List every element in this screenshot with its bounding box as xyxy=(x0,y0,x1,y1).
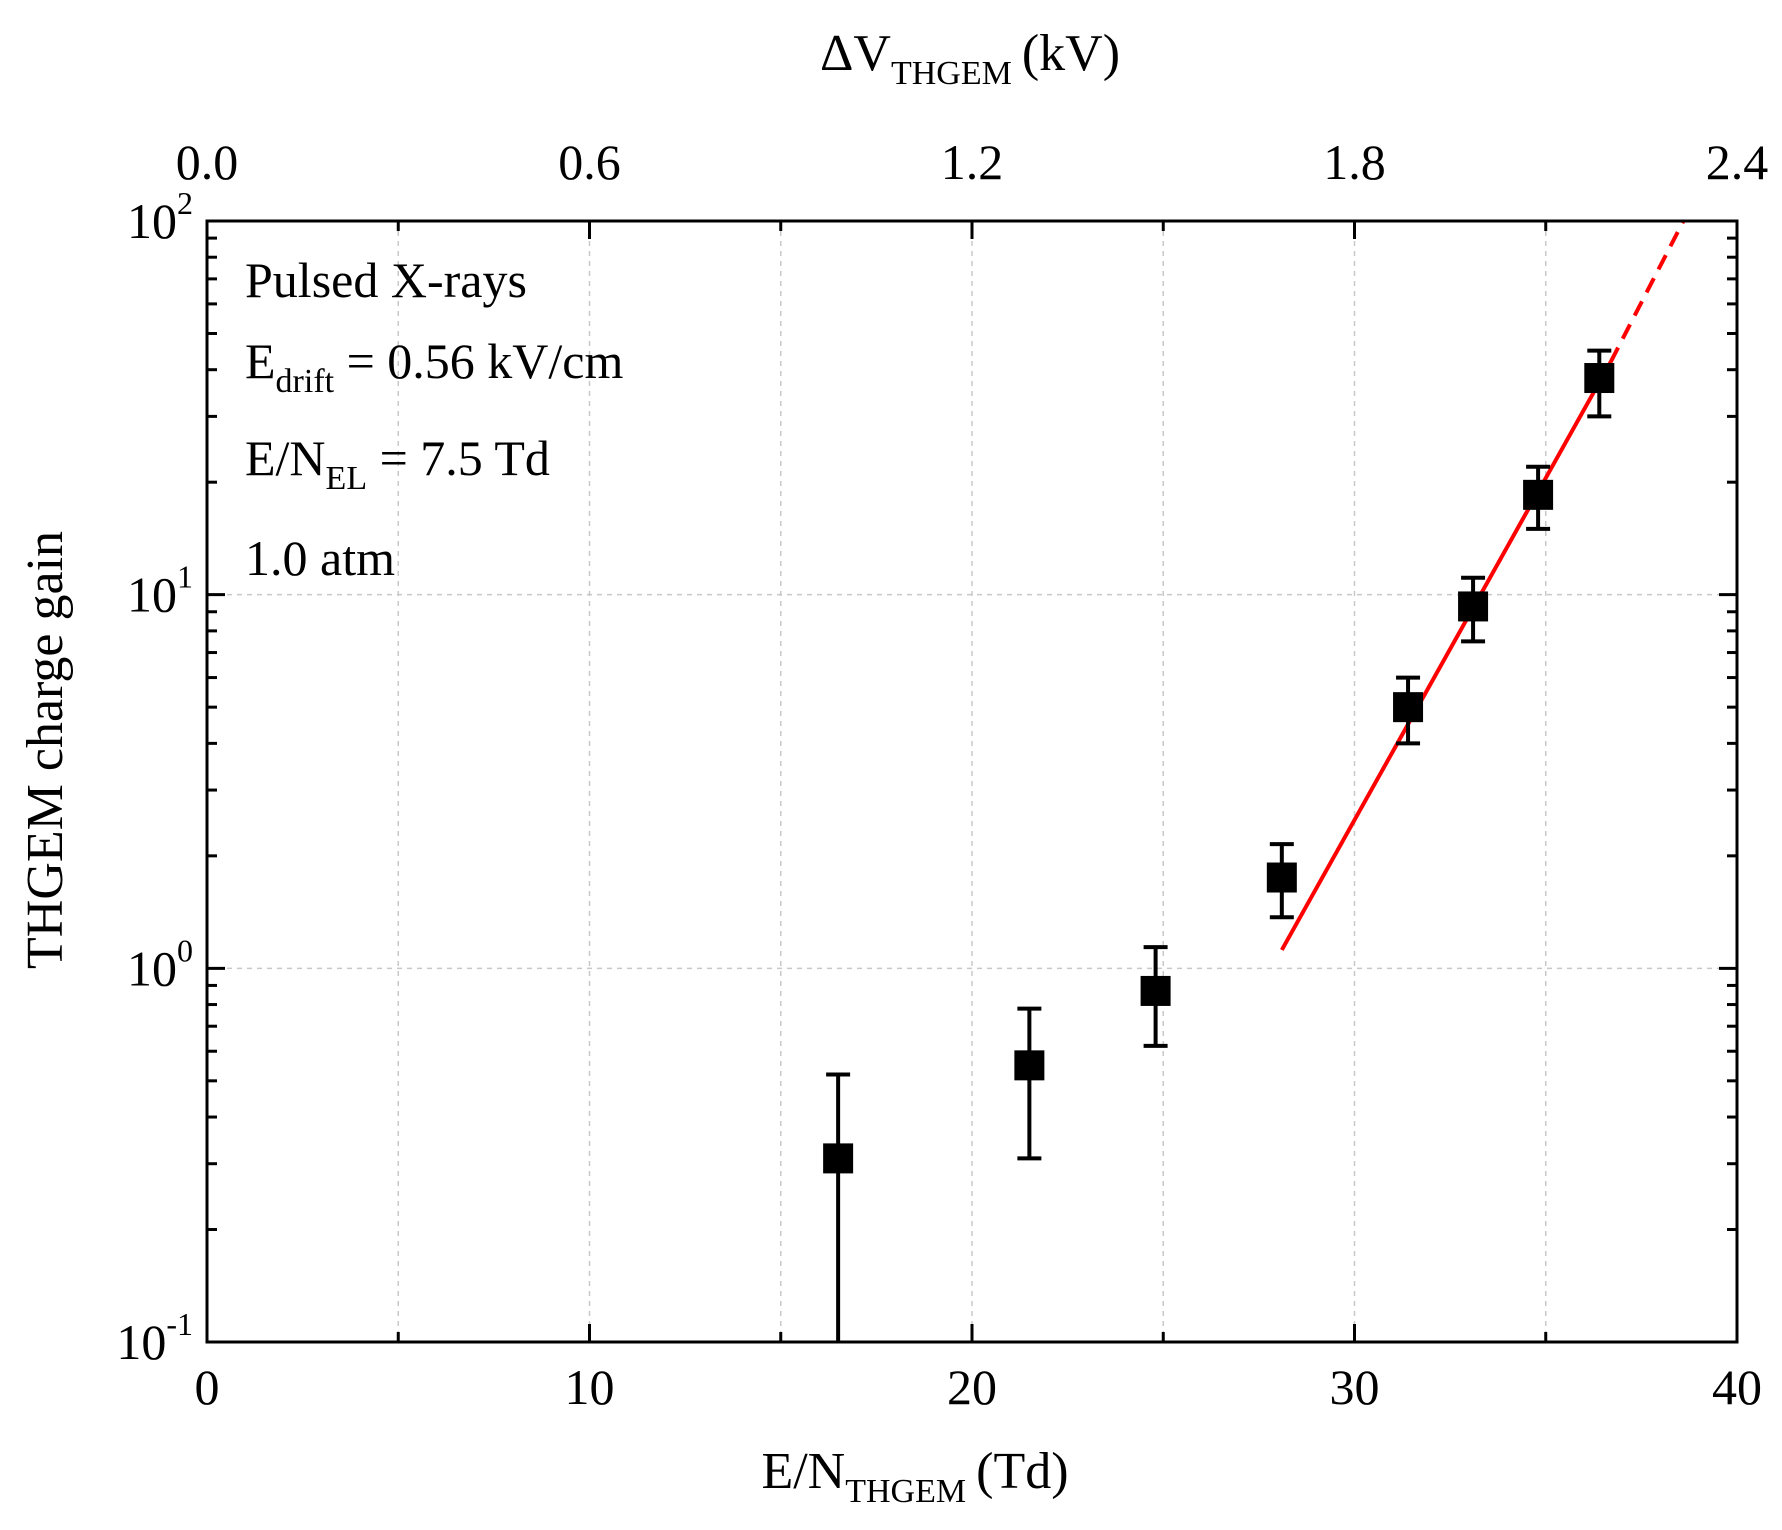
annotation-line: 1.0 atm xyxy=(245,530,395,586)
data-point xyxy=(1140,975,1171,1006)
y-tick-label: 101 xyxy=(127,559,193,623)
fit-line-solid xyxy=(1280,360,1613,951)
x-tick-label: 30 xyxy=(1330,1359,1380,1415)
data-point xyxy=(1266,862,1297,893)
x2-tick-label: 0.0 xyxy=(176,134,239,190)
x-tick-label: 10 xyxy=(565,1359,615,1415)
data-point xyxy=(1393,692,1424,723)
x-axis-title: E/NTHGEM (Td) xyxy=(761,1443,1068,1510)
annotation-box: Pulsed X-rays Edrift = 0.56 kV/cm E/NEL … xyxy=(245,252,623,586)
x-tick-label: 40 xyxy=(1712,1359,1762,1415)
x2-tick-label: 2.4 xyxy=(1706,134,1769,190)
data-points xyxy=(823,348,1615,1342)
annotation-line: Edrift = 0.56 kV/cm xyxy=(245,333,623,400)
x-tick-label: 0 xyxy=(195,1359,220,1415)
x2-tick-label: 1.8 xyxy=(1323,134,1386,190)
annotation-line: Pulsed X-rays xyxy=(245,252,527,308)
x2-tick-label: 1.2 xyxy=(941,134,1004,190)
grid-lines xyxy=(207,221,1737,1342)
data-point xyxy=(1014,1050,1045,1081)
y-axis-title: THGEM charge gain xyxy=(17,531,74,969)
y-tick-label: 102 xyxy=(127,185,193,249)
y-tick-label: 100 xyxy=(127,932,193,996)
annotation-line: E/NEL = 7.5 Td xyxy=(245,430,550,497)
data-point xyxy=(823,1143,854,1174)
axis-ticks xyxy=(205,219,1739,1344)
y-tick-label: 10-1 xyxy=(116,1306,193,1370)
data-point xyxy=(1523,479,1554,510)
data-point xyxy=(1458,591,1489,622)
data-point xyxy=(1584,363,1615,394)
fit-line-group xyxy=(1280,220,1686,951)
x-tick-label: 20 xyxy=(947,1359,997,1415)
top-x-axis-title: ΔVTHGEM (kV) xyxy=(820,25,1120,92)
fit-line-dashed xyxy=(1608,220,1686,363)
tick-labels: 0 10 20 30 40 0.0 0.6 1.2 1.8 2.4 10-1 100 101 102 xyxy=(116,134,1768,1415)
x2-tick-label: 0.6 xyxy=(558,134,621,190)
